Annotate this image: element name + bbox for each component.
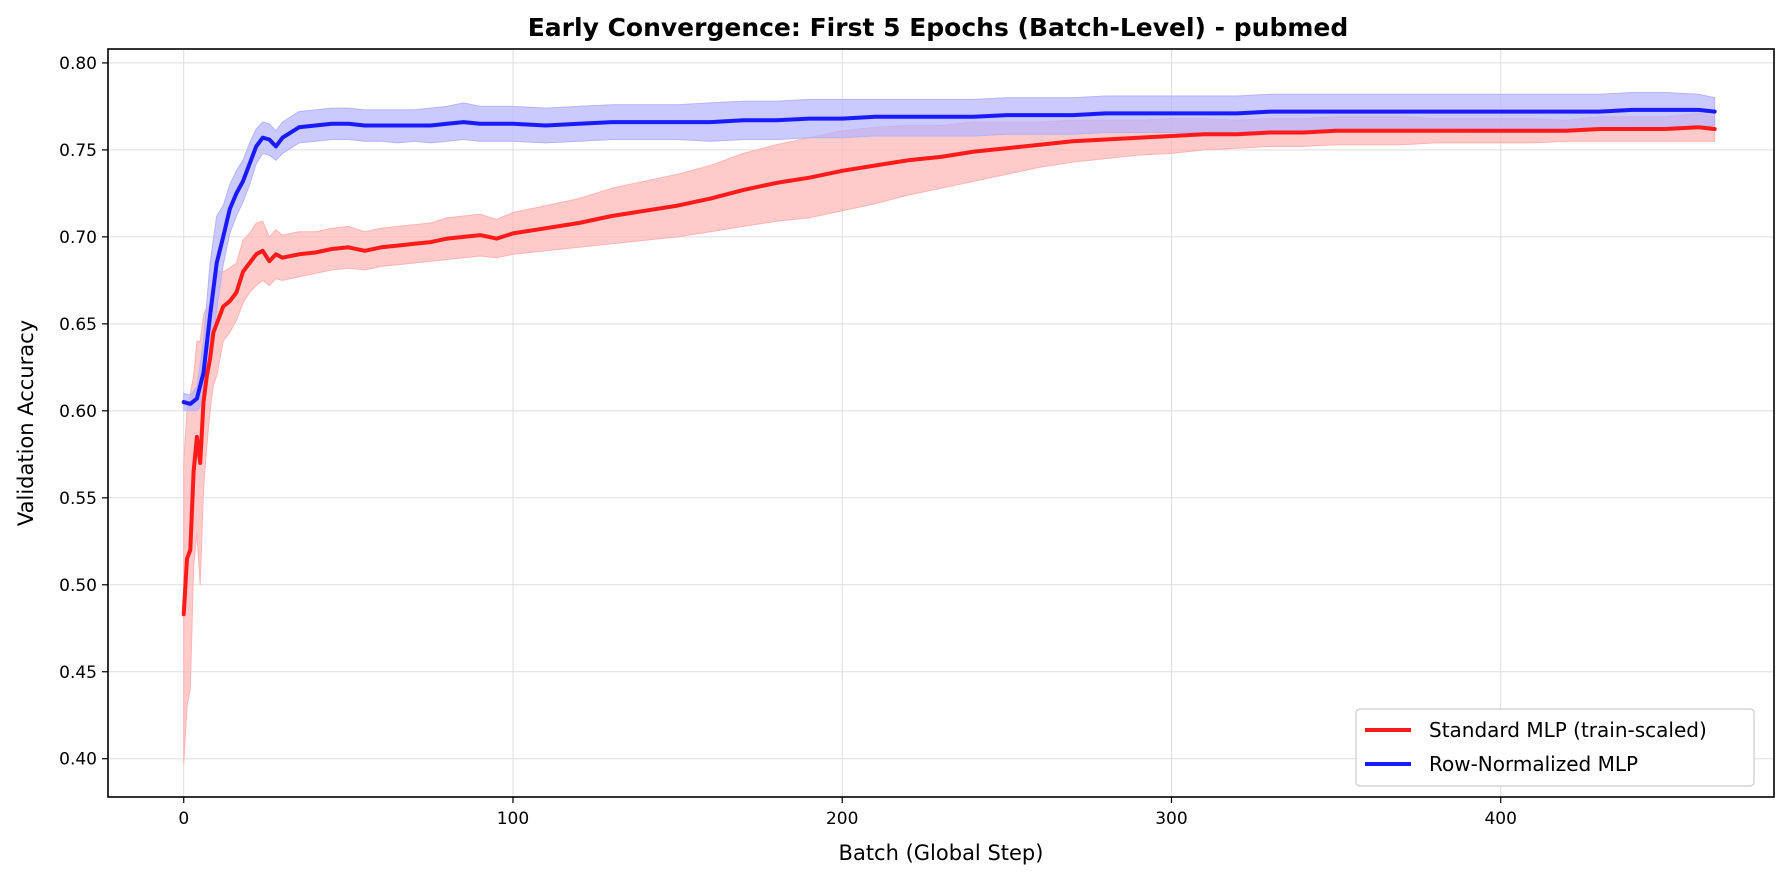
legend-label: Standard MLP (train-scaled): [1429, 718, 1707, 742]
y-tick-label: 0.70: [59, 228, 97, 248]
axis-ticks: 0 100 200 300 400 0.40 0.45 0.50 0.55 0.60 0.65 0.7…: [59, 54, 1517, 829]
y-tick-label: 0.50: [59, 576, 97, 596]
y-tick-label: 0.80: [59, 54, 97, 74]
y-tick-label: 0.45: [59, 663, 97, 683]
legend-box: [1355, 708, 1755, 787]
chart-title: Early Convergence: First 5 Epochs (Batch…: [528, 13, 1349, 42]
x-tick-label: 0: [178, 809, 189, 829]
x-tick-label: 100: [497, 809, 529, 829]
plot-frame: [107, 48, 1775, 798]
y-tick-label: 0.60: [59, 402, 97, 422]
line-series-1: [181, 125, 1717, 617]
y-tick-label: 0.40: [59, 750, 97, 770]
legend-label: Row-Normalized MLP: [1429, 752, 1638, 776]
y-tick-label: 0.75: [59, 141, 97, 161]
band-series-1: [183, 112, 1716, 764]
line-series-2: [181, 107, 1717, 406]
y-tick-label: 0.55: [59, 489, 97, 509]
legend: Standard MLP (train-scaled) Row-Normalize…: [1355, 708, 1755, 787]
x-tick-label: 200: [826, 809, 858, 829]
x-axis-label: Batch (Global Step): [839, 841, 1044, 865]
series-lines: [181, 107, 1717, 617]
y-tick-label: 0.65: [59, 315, 97, 335]
y-axis-label: Validation Accuracy: [14, 320, 38, 526]
x-tick-label: 400: [1484, 809, 1516, 829]
x-tick-label: 300: [1155, 809, 1187, 829]
